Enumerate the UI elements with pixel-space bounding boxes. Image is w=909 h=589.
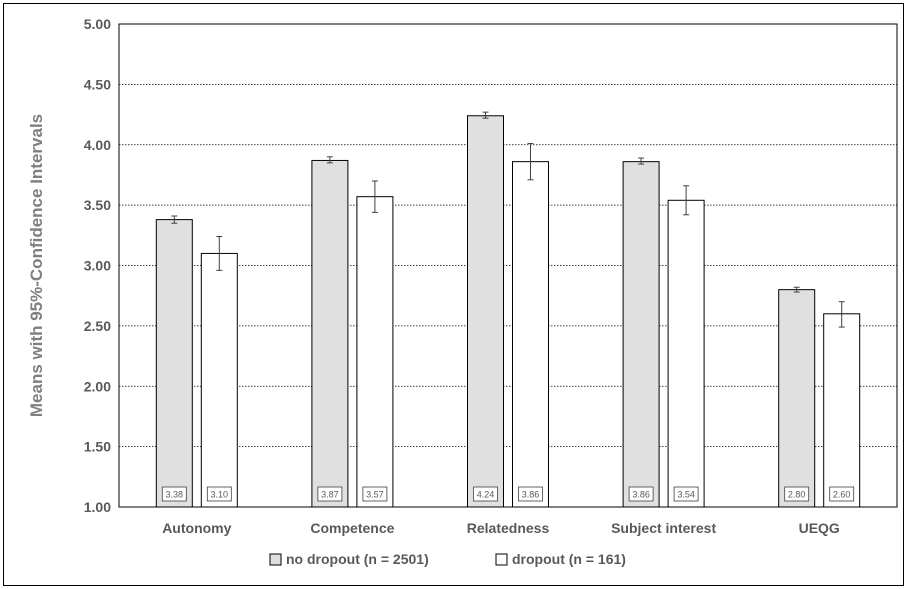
data-label-box [518, 486, 543, 502]
bar [512, 161, 549, 508]
bar [467, 115, 504, 508]
legend-swatch [495, 553, 508, 566]
data-label-box [362, 486, 388, 502]
data-label-box [317, 486, 343, 502]
data-label: 3.38 [166, 490, 184, 500]
data-label: 2.80 [788, 490, 806, 500]
bar [311, 159, 349, 508]
x-tick-label: UEQG [799, 520, 840, 536]
y-tick-label: 3.50 [84, 197, 111, 213]
y-tick-label: 2.00 [84, 378, 111, 394]
data-label: 3.86 [522, 490, 540, 500]
data-label: 3.10 [211, 490, 229, 500]
bar [778, 289, 816, 508]
data-label-box [206, 486, 232, 502]
x-tick-label: Autonomy [162, 520, 231, 536]
data-label: 3.86 [632, 490, 650, 500]
bar [622, 161, 660, 508]
y-tick-label: 4.50 [84, 76, 111, 92]
y-tick-label: 3.00 [84, 258, 111, 274]
x-tick-label: Competence [310, 520, 394, 536]
chart-frame: 1.00 1.50 2.00 2.50 3.00 3.50 4.00 4.50 5.00 Mean… [3, 3, 904, 586]
legend-label: no dropout (n = 2501) [286, 551, 429, 567]
bar [667, 199, 705, 508]
x-tick-label: Subject interest [611, 520, 716, 536]
legend-label: dropout (n = 161) [512, 551, 626, 567]
y-tick-label: 5.00 [84, 16, 111, 32]
data-label-box [673, 486, 699, 502]
data-label: 2.60 [833, 490, 851, 500]
y-tick-label: 1.00 [84, 499, 111, 515]
bar [356, 196, 394, 508]
data-label-box [628, 486, 654, 502]
plot-area-border [118, 23, 898, 508]
bar [200, 252, 238, 508]
y-axis-title: Means with 95%-Confidence Intervals [27, 114, 46, 417]
bar [823, 313, 861, 508]
y-tick-label: 1.50 [84, 439, 111, 455]
data-label: 4.24 [477, 490, 495, 500]
data-label: 3.54 [677, 490, 695, 500]
x-tick-label: Relatedness [467, 520, 550, 536]
data-label-box [161, 486, 187, 502]
y-tick-label: 4.00 [84, 137, 111, 153]
legend-swatch [269, 553, 282, 566]
bar-chart: 1.00 1.50 2.00 2.50 3.00 3.50 4.00 4.50 5.00 Mean… [27, 16, 898, 567]
data-label-box [829, 486, 855, 502]
bar [155, 219, 193, 508]
data-label-box [784, 486, 810, 502]
y-tick-label: 2.50 [84, 318, 111, 334]
data-label: 3.57 [366, 490, 384, 500]
data-label-box [473, 486, 498, 502]
data-label: 3.87 [321, 490, 339, 500]
